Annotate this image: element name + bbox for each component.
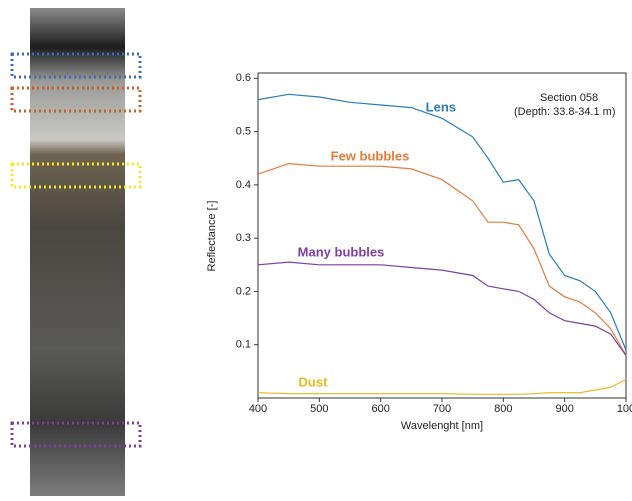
series-line (257, 261, 627, 356)
annotation: (Depth: 33.8-34.1 m) (514, 106, 616, 118)
series-label: Few bubbles (331, 148, 410, 163)
x-tick-label: 700 (433, 403, 451, 415)
x-tick-label: 100 (617, 403, 632, 415)
x-tick-label: 600 (371, 403, 389, 415)
series-line (257, 93, 627, 351)
series-label: Dust (299, 374, 329, 389)
x-tick-label: 400 (249, 403, 267, 415)
y-tick-label: 0.4 (236, 179, 251, 191)
series-label: Many bubbles (298, 244, 385, 259)
series-label: Lens (426, 99, 456, 114)
many-bubbles-box (10, 421, 142, 448)
y-tick-label: 0.1 (236, 339, 251, 351)
y-tick-label: 0.5 (236, 126, 251, 138)
x-axis-label: Wavelenght [nm] (401, 420, 483, 432)
plot-frame (257, 72, 627, 399)
annotation: Section 058 (540, 92, 598, 104)
region-boxes (10, 52, 142, 448)
x-tick-label: 500 (310, 403, 328, 415)
y-tick-label: 0.3 (236, 232, 251, 244)
dust-box (10, 162, 142, 189)
series-line (257, 162, 627, 356)
series-line (257, 378, 627, 395)
y-tick-label: 0.6 (236, 72, 251, 84)
x-tick-label: 900 (555, 403, 573, 415)
x-tick-label: 800 (494, 403, 512, 415)
few-bubbles-box (10, 86, 142, 113)
lens-box (10, 52, 142, 79)
y-tick-label: 0.2 (236, 285, 251, 297)
y-axis-label: Reflectance [-] (206, 201, 218, 272)
